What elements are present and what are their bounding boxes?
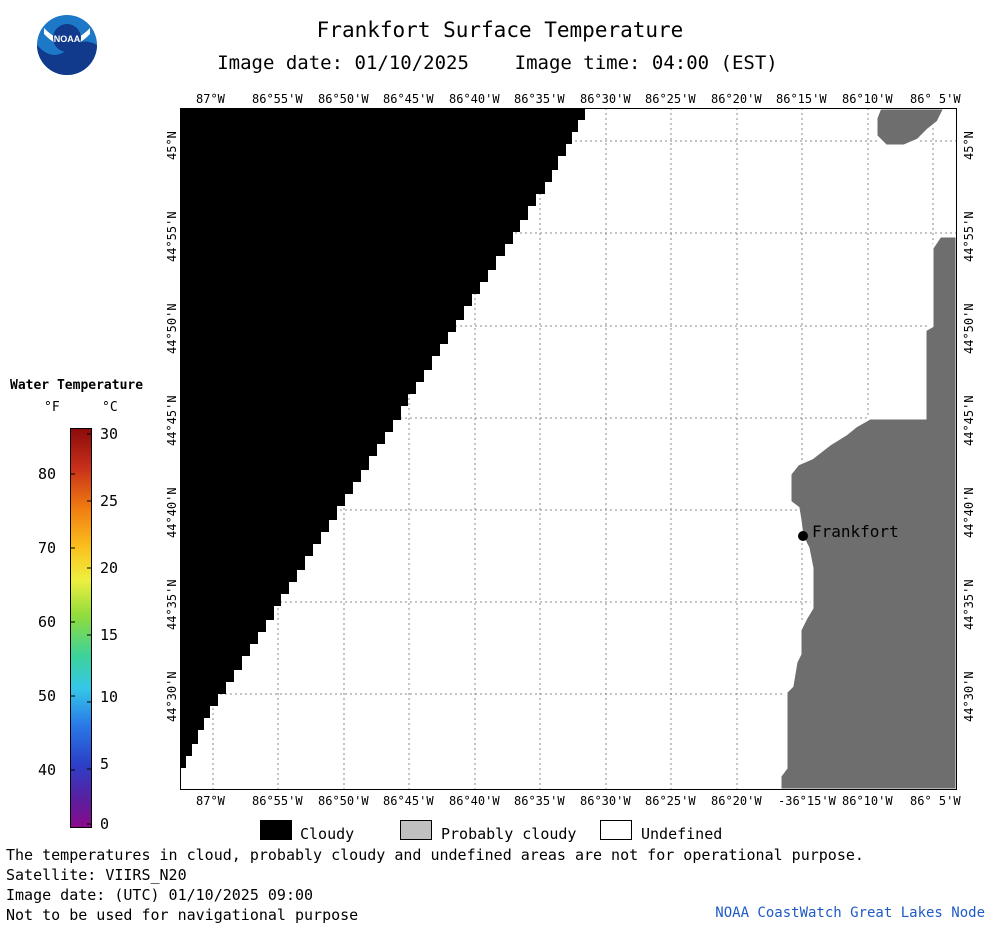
- lon-label-top: 86°55'W: [252, 92, 303, 106]
- key-swatch-undefined: [600, 820, 632, 840]
- page-title: Frankfort Surface Temperature: [316, 18, 684, 42]
- lon-label-top: 86°40'W: [449, 92, 500, 106]
- noaa-logo: NOAA: [36, 14, 98, 76]
- lat-label-right: 44°35'N: [962, 579, 976, 630]
- lon-label-top: 86°50'W: [318, 92, 369, 106]
- frankfort-station-icon[interactable]: [798, 531, 808, 541]
- lon-label-top: 86°45'W: [383, 92, 434, 106]
- noaa-logo-icon: NOAA: [37, 15, 97, 75]
- legend-f-label: 80: [38, 465, 57, 483]
- lon-label-top: 86°35'W: [514, 92, 565, 106]
- lat-label-left: 44°45'N: [165, 395, 179, 446]
- lat-label-right: 44°30'N: [962, 671, 976, 722]
- lat-label-left: 44°35'N: [165, 579, 179, 630]
- lon-label-bottom: 86°40'W: [449, 794, 500, 808]
- lon-label-bottom: 86°20'W: [711, 794, 762, 808]
- legend-unit-f: °F: [44, 400, 60, 415]
- lon-label-bottom: 86°45'W: [383, 794, 434, 808]
- lon-label-bottom: 86° 5'W: [910, 794, 961, 808]
- legend-c-label: 0: [100, 815, 110, 833]
- lat-label-right: 44°45'N: [962, 395, 976, 446]
- legend-f-label: 50: [38, 687, 57, 705]
- lat-label-left: 44°55'N: [165, 211, 179, 262]
- lon-label-bottom: 86°30'W: [580, 794, 631, 808]
- legend-f-label: 40: [38, 761, 57, 779]
- lat-label-right: 44°40'N: [962, 487, 976, 538]
- cloud-region: [180, 108, 585, 768]
- key-swatch-cloudy: [260, 820, 292, 840]
- color-scale-bar: [70, 428, 92, 828]
- land-region-north: [874, 106, 948, 148]
- legend-c-label: 25: [100, 492, 119, 510]
- credit-link[interactable]: NOAA CoastWatch Great Lakes Node: [715, 905, 985, 921]
- lon-label-top: 86° 5'W: [910, 92, 961, 106]
- legend-f-label: 60: [38, 613, 57, 631]
- key-label-probably-cloudy: Probably cloudy: [441, 825, 577, 843]
- lon-label-bottom: 86°35'W: [514, 794, 565, 808]
- map-canvas: [180, 106, 959, 792]
- image-date-utc: Image date: (UTC) 01/10/2025 09:00: [6, 886, 314, 904]
- lon-label-bottom: 86°25'W: [645, 794, 696, 808]
- legend-c-label: 15: [100, 626, 119, 644]
- lon-label-top: 86°10'W: [842, 92, 893, 106]
- lon-label-bottom: -36°15'W: [778, 794, 836, 808]
- station-label: Frankfort: [812, 522, 899, 541]
- legend-title: Water Temperature: [10, 378, 144, 393]
- legend-c-label: 30: [100, 425, 119, 443]
- lat-label-right: 44°50'N: [962, 303, 976, 354]
- key-label-cloudy: Cloudy: [300, 825, 355, 843]
- lat-label-right: 44°55'N: [962, 211, 976, 262]
- lon-label-bottom: 86°50'W: [318, 794, 369, 808]
- lat-label-left: 45°N: [165, 131, 179, 160]
- logo-text: NOAA: [54, 34, 81, 44]
- lon-label-bottom: 86°55'W: [252, 794, 303, 808]
- lon-label-bottom: 86°10'W: [842, 794, 893, 808]
- lat-label-left: 44°40'N: [165, 487, 179, 538]
- map-panel: [180, 106, 959, 792]
- lon-label-top: 86°15'W: [776, 92, 827, 106]
- key-swatch-probably-cloudy: [400, 820, 432, 840]
- lat-label-left: 44°30'N: [165, 671, 179, 722]
- satellite-text: Satellite: VIIRS_N20: [6, 866, 187, 884]
- page-subtitle: Image date: 01/10/2025 Image time: 04:00…: [217, 52, 778, 74]
- lat-label-right: 45°N: [962, 131, 976, 160]
- lat-label-left: 44°50'N: [165, 303, 179, 354]
- legend-c-label: 10: [100, 688, 119, 706]
- lon-label-top: 86°30'W: [580, 92, 631, 106]
- legend-c-label: 5: [100, 755, 110, 773]
- lon-label-top: 87°W: [196, 92, 225, 106]
- lon-label-bottom: 87°W: [196, 794, 225, 808]
- navigation-warning: Not to be used for navigational purpose: [6, 906, 359, 924]
- lon-label-top: 86°20'W: [711, 92, 762, 106]
- key-label-undefined: Undefined: [641, 825, 723, 843]
- legend-c-label: 20: [100, 559, 119, 577]
- lon-label-top: 86°25'W: [645, 92, 696, 106]
- land-region: [778, 234, 959, 792]
- disclaimer-text: The temperatures in cloud, probably clou…: [6, 846, 864, 864]
- legend-unit-c: °C: [102, 400, 118, 415]
- legend-f-label: 70: [38, 539, 57, 557]
